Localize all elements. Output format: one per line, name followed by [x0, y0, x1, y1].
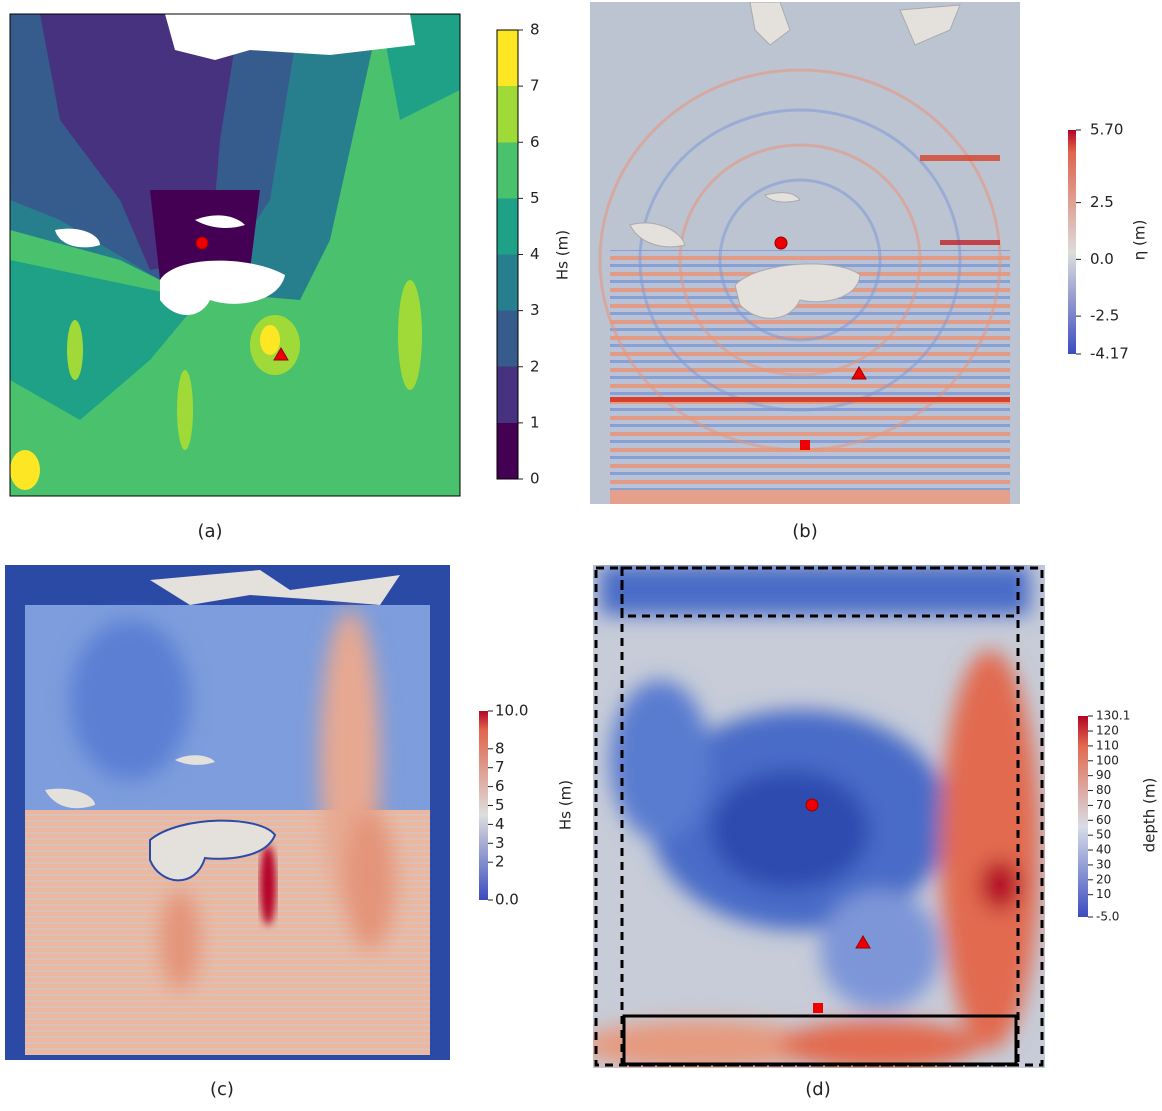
field-c [5, 565, 450, 1060]
colorbar-tick-label: 10 [1096, 887, 1111, 901]
colorbar-title: Hs (m) [557, 780, 575, 830]
colorbar-tick-label: -4.17 [1090, 345, 1129, 363]
colorbar-tick-label: 50 [1096, 828, 1111, 842]
field-b [590, 2, 1020, 504]
panel-label: (a) [197, 521, 222, 542]
colorbar-title: depth (m) [1141, 778, 1159, 853]
colorbar-tick-label: -2.5 [1090, 307, 1119, 325]
field-d [580, 565, 1045, 1070]
colorbar-tick-label: 30 [1096, 857, 1111, 871]
colorbar-tick-label: 1 [530, 413, 540, 431]
colorbar-tick-label: 5 [530, 189, 540, 207]
colorbar-tick-label: 100 [1096, 753, 1119, 767]
colorbar-tick-label: 2.5 [1090, 193, 1114, 211]
colorbar-tick-label: 8 [495, 739, 505, 757]
colorbar-tick-label: 120 [1096, 724, 1119, 738]
figure: (a) (b) (c) (d) 012345678Hs (m)5.702.50.… [0, 0, 1162, 1107]
colorbar-title: Hs (m) [554, 230, 572, 280]
colorbar-tick-label: 8 [530, 21, 540, 39]
panel-label: (c) [210, 1079, 234, 1100]
colorbar-tick-label: 2 [495, 853, 505, 871]
colorbar-tick-label: 7 [530, 77, 540, 95]
colorbar-tick-label: 5 [495, 796, 505, 814]
colorbar-tick-label: 6 [495, 777, 505, 795]
colorbar-tick-label: 6 [530, 133, 540, 151]
colorbar-tick-label: 7 [495, 758, 505, 776]
colorbar-tick-label: 10.0 [495, 702, 528, 720]
colorbar-tick-label: 4 [530, 245, 540, 263]
colorbar-tick-label: 80 [1096, 783, 1111, 797]
colorbar-tick-label: 70 [1096, 798, 1111, 812]
colorbar [1068, 130, 1076, 354]
colorbar-tick-label: 20 [1096, 872, 1111, 886]
colorbar-tick-label: 110 [1096, 738, 1119, 752]
colorbar [1078, 716, 1088, 917]
panel-label: (b) [792, 521, 817, 542]
colorbar-tick-label: 5.70 [1090, 121, 1123, 139]
colorbar [497, 30, 518, 479]
colorbar-tick-label: 0.0 [1090, 250, 1114, 268]
colorbar-tick-label: 4 [495, 815, 505, 833]
colorbar-tick-label: 0 [530, 470, 540, 488]
colorbar-tick-label: 2 [530, 357, 540, 375]
field-a [10, 14, 460, 496]
colorbar-tick-label: 40 [1096, 843, 1111, 857]
colorbar-tick-label: 3 [495, 834, 505, 852]
colorbar-tick-label: 90 [1096, 768, 1111, 782]
colorbar [479, 711, 488, 900]
colorbar-tick-label: 130.1 [1096, 709, 1130, 723]
colorbar-tick-label: 0.0 [495, 891, 519, 909]
colorbar-tick-label: -5.0 [1096, 910, 1119, 924]
panel-label: (d) [805, 1079, 830, 1100]
colorbar-tick-label: 60 [1096, 813, 1111, 827]
colorbar-title: η (m) [1131, 220, 1149, 261]
colorbar-tick-label: 3 [530, 301, 540, 319]
